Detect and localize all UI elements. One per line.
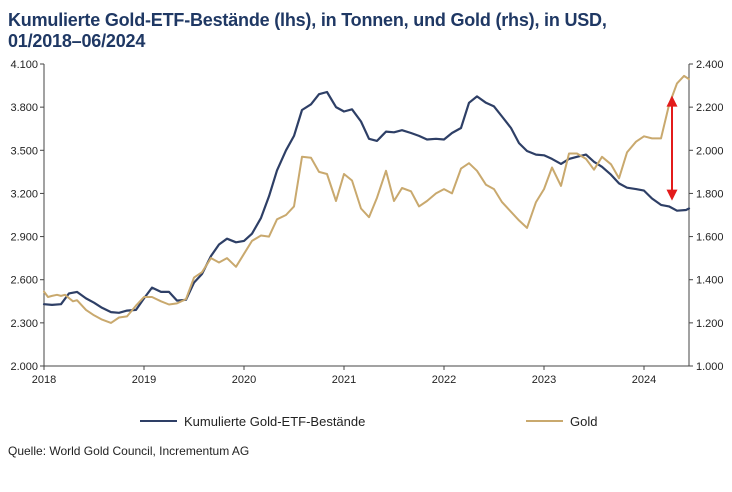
y-left-tick-label: 3.800	[10, 102, 38, 114]
source-note: Quelle: World Gold Council, Incrementum …	[8, 444, 250, 458]
legend-label: Kumulierte Gold-ETF-Bestände	[184, 414, 365, 429]
arrow-head-down	[666, 189, 678, 201]
y-right-tick-label: 1.600	[696, 232, 724, 244]
chart-title-line1: Kumulierte Gold-ETF-Bestände (lhs), in T…	[8, 10, 607, 30]
y-left-tick-label: 2.600	[10, 275, 38, 287]
y-right-tick-label: 1.800	[696, 188, 724, 200]
y-right-tick-label: 2.200	[696, 102, 724, 114]
y-right-tick-label: 1.000	[696, 361, 724, 373]
x-tick-label: 2023	[532, 374, 556, 386]
y-right-tick-label: 2.000	[696, 145, 724, 157]
x-tick-label: 2018	[32, 374, 56, 386]
chart-title-line2: 01/2018–06/2024	[8, 31, 146, 51]
y-left-tick-label: 3.500	[10, 145, 38, 157]
arrow-head-up	[666, 95, 678, 107]
x-tick-label: 2022	[432, 374, 456, 386]
y-left-tick-label: 2.000	[10, 361, 38, 373]
y-right-tick-label: 1.200	[696, 318, 724, 330]
x-tick-label: 2024	[632, 374, 656, 386]
chart-title: Kumulierte Gold-ETF-Bestände (lhs), in T…	[8, 10, 724, 52]
y-left-tick-label: 2.300	[10, 318, 38, 330]
x-tick-label: 2020	[232, 374, 256, 386]
series-line-gold	[43, 74, 690, 324]
y-right-tick-label: 1.400	[696, 275, 724, 287]
x-tick-label: 2019	[132, 374, 156, 386]
x-tick-label: 2021	[332, 374, 356, 386]
y-left-tick-label: 2.900	[10, 232, 38, 244]
y-left-tick-label: 3.200	[10, 188, 38, 200]
legend-label: Gold	[570, 414, 597, 429]
y-left-tick-label: 4.100	[10, 59, 38, 71]
y-right-tick-label: 2.400	[696, 59, 724, 71]
series-line-etf	[42, 90, 691, 314]
